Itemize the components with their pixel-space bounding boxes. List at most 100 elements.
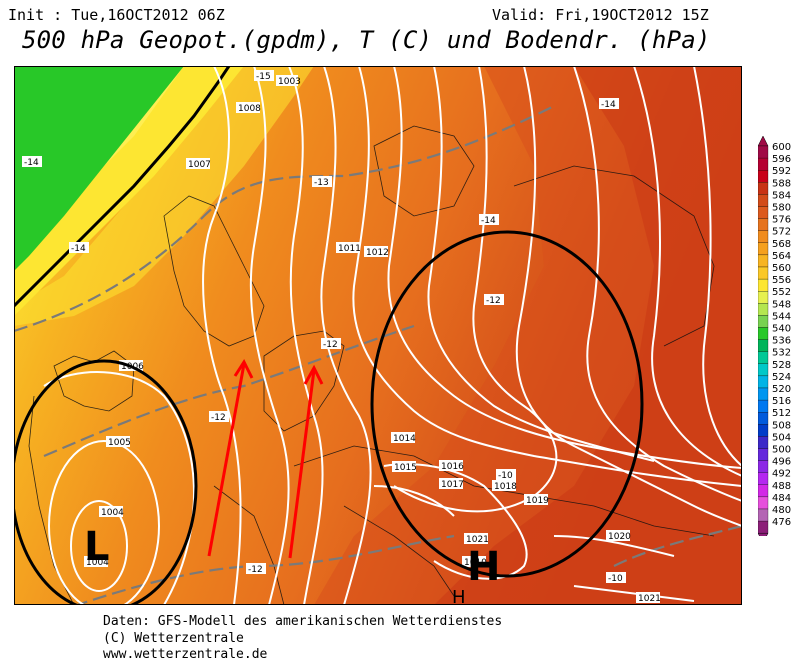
legend-level-label: 588 [772, 178, 791, 189]
svg-text:-14: -14 [601, 100, 616, 110]
frontal-line [14, 66, 231, 308]
temp-label-m12a: -12 [484, 294, 504, 306]
isobar-label-1008: 1008 [236, 102, 261, 114]
svg-text:1004: 1004 [101, 508, 124, 518]
legend-level-label: 556 [772, 275, 791, 286]
isobar-label-1021b: 1021 [636, 592, 661, 604]
legend-swatch [758, 170, 769, 183]
svg-text:-13: -13 [314, 178, 329, 188]
svg-text:1007: 1007 [188, 160, 211, 170]
legend-swatch [758, 266, 769, 280]
color-legend: 6005965925885845805765725685645605565525… [758, 136, 791, 536]
legend-swatch [758, 448, 769, 461]
temp-label-m14d: -14 [22, 156, 42, 168]
isobar-label-text: 1003 [278, 77, 301, 87]
svg-text:-12: -12 [486, 296, 501, 306]
init-time: Init : Tue,16OCT2012 06Z [8, 6, 225, 24]
red-arrow-right [288, 369, 316, 559]
legend-swatch [758, 412, 769, 425]
legend-swatch [758, 399, 769, 413]
isobar-label-1020: 1020 [606, 530, 631, 542]
svg-text:1005: 1005 [108, 438, 131, 448]
legend-swatch [758, 230, 769, 243]
isobar-label-1016: 1016 [439, 460, 464, 472]
legend-level-label: 572 [772, 227, 791, 238]
svg-text:-14: -14 [71, 244, 86, 254]
legend-swatch [758, 363, 769, 377]
light-yellow-zone [14, 66, 314, 326]
svg-text:1010: 1010 [464, 558, 487, 568]
low-pressure-marker: L [84, 524, 110, 570]
legend-swatch [758, 520, 769, 534]
isobar-label-1011: 1011 [336, 242, 361, 254]
legend-swatch [758, 472, 769, 485]
legend-swatch [758, 278, 769, 292]
legend-swatch [758, 339, 769, 352]
legend-swatch [758, 496, 769, 510]
weather-map: 1003 1006 1005 1004 1004 1007 1008 1011 … [14, 66, 742, 605]
svg-text:1004: 1004 [86, 558, 109, 568]
legend-swatch [758, 254, 769, 268]
red-arrows [207, 358, 324, 559]
svg-text:-10: -10 [608, 574, 623, 584]
green-area [14, 66, 184, 271]
temp-label-m12c: -12 [209, 411, 229, 423]
svg-text:1019: 1019 [526, 496, 549, 506]
legend-swatch [758, 460, 769, 473]
isobar-label-1004a: 1004 [99, 506, 124, 518]
isobar-label-1012: 1012 [364, 246, 389, 258]
svg-text:1021: 1021 [466, 535, 489, 545]
svg-text:1015: 1015 [394, 463, 417, 473]
svg-text:1020: 1020 [608, 532, 631, 542]
low-highlight-circle [14, 359, 198, 605]
legend-swatch [758, 206, 769, 219]
legend-level-label: 496 [772, 457, 791, 468]
legend-level-label: 484 [772, 493, 791, 504]
svg-text:-12: -12 [248, 565, 263, 575]
legend-swatch [758, 375, 769, 389]
legend-level-label: 564 [772, 251, 791, 262]
legend-level-label: 600 [772, 142, 791, 153]
legend-swatch [758, 436, 769, 449]
legend-level-label: 536 [772, 336, 791, 347]
svg-text:1011: 1011 [338, 244, 361, 254]
temp-label-m10b: -10 [606, 572, 626, 584]
high-highlight-circle [370, 230, 644, 578]
legend-level-label: 552 [772, 287, 791, 298]
isobar-label-1010: 1010 [462, 556, 487, 568]
legend-level-label: 592 [772, 166, 791, 177]
temp-label-m14c: -14 [69, 242, 89, 254]
svg-text:1018: 1018 [494, 482, 517, 492]
legend-level-label: 504 [772, 432, 791, 443]
svg-text:-14: -14 [481, 216, 496, 226]
legend-swatch [758, 182, 769, 195]
legend-swatch [758, 194, 769, 207]
svg-text:-12: -12 [211, 413, 226, 423]
coastlines [28, 125, 715, 605]
isobar-label-1003: 1003 [276, 75, 301, 87]
temp-label-m13: -13 [312, 176, 332, 188]
red-region [314, 66, 742, 605]
dark-red-region [434, 66, 742, 605]
temp-label-m12d: -12 [246, 563, 266, 575]
legend-swatch [758, 242, 769, 256]
svg-text:1012: 1012 [366, 248, 389, 258]
small-high-marker: H [452, 587, 466, 605]
legend-bottom-arrow [758, 532, 769, 536]
footer-data-source: Daten: GFS-Modell des amerikanischen Wet… [103, 614, 503, 629]
isobar-label-1004b: 1004 [84, 556, 109, 568]
chart-title: 500 hPa Geopot.(gpdm), T (C) und Bodendr… [22, 26, 711, 54]
temperature-labels: -15 -14 -14 -14 -14 -13 -12 -12 -12 -12 … [22, 70, 626, 584]
legend-swatch [758, 327, 769, 340]
legend-top-arrow [758, 136, 769, 147]
legend-level-label: 508 [772, 420, 791, 431]
svg-text:1008: 1008 [238, 104, 261, 114]
isobar-label-1018: 1018 [492, 480, 517, 492]
high-pressure-marker: H [467, 544, 500, 590]
legend-level-label: 512 [772, 408, 791, 419]
legend-swatch [758, 508, 769, 522]
temp-label-m15: -15 [254, 70, 274, 82]
isobar-labels: 1003 1006 1005 1004 1004 1007 1008 1011 … [84, 75, 661, 604]
legend-level-label: 476 [772, 517, 791, 528]
svg-text:1021: 1021 [638, 594, 661, 604]
